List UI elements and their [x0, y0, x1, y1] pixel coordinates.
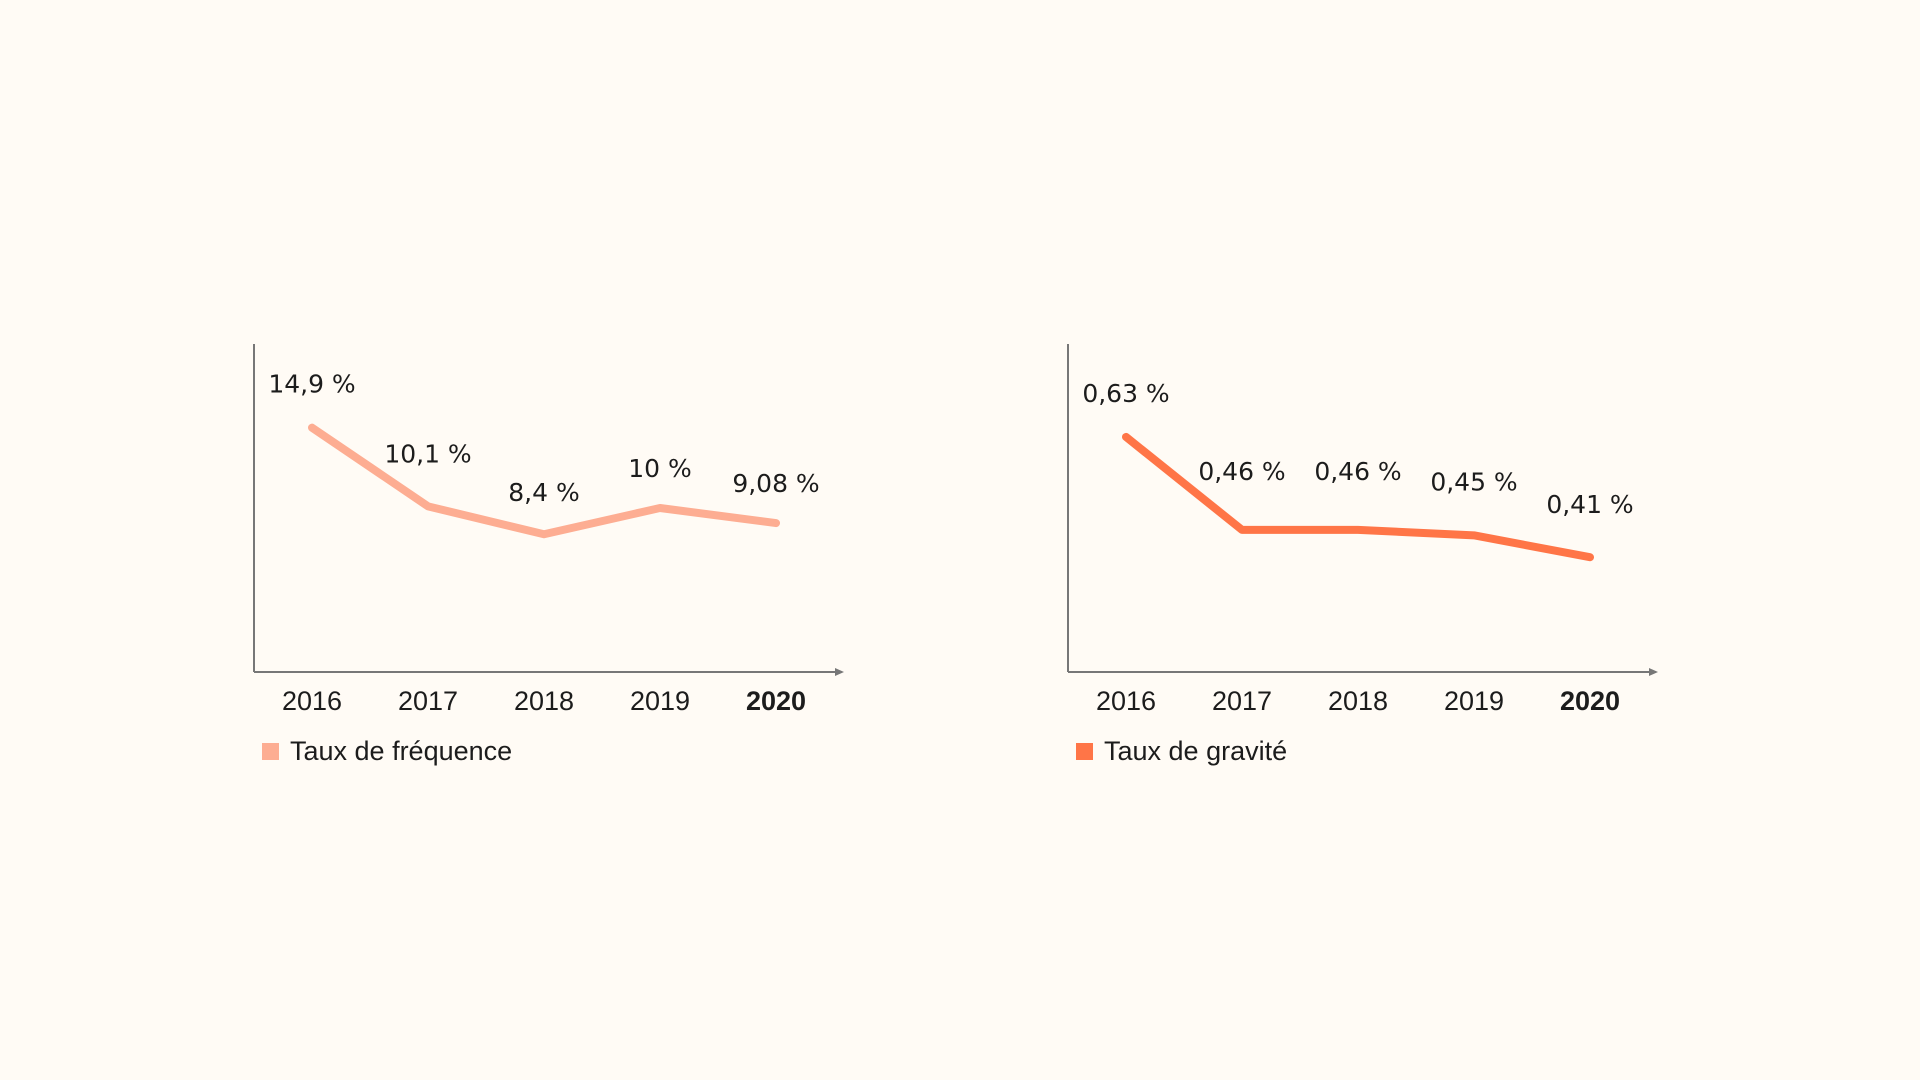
x-tick-label: 2016 — [1096, 686, 1156, 716]
legend-swatch — [262, 743, 279, 760]
x-tick-label: 2017 — [398, 686, 458, 716]
series-line — [1122, 432, 1594, 562]
data-label: 14,9 % — [268, 370, 355, 399]
x-tick-label: 2019 — [1444, 686, 1504, 716]
data-label: 0,41 % — [1546, 490, 1633, 519]
legend-label: Taux de fréquence — [290, 736, 512, 766]
x-axis-arrow-icon — [1649, 668, 1658, 676]
data-label: 10,1 % — [384, 439, 471, 468]
series-line — [308, 423, 780, 539]
data-label: 8,4 % — [508, 478, 579, 507]
data-label: 10 % — [628, 454, 692, 483]
data-label: 0,45 % — [1430, 467, 1517, 496]
chart-2: 0,63 % 0,46 % 0,46 % 0,45 % 0,41 % Taux de gr… — [1067, 344, 1658, 766]
data-label: 0,63 % — [1082, 379, 1169, 408]
x-tick-label: 2018 — [1328, 686, 1388, 716]
data-label: 9,08 % — [732, 469, 819, 498]
x-axis-arrow-icon — [835, 668, 844, 676]
x-tick-label: 2020 — [746, 686, 806, 716]
x-tick-label: 2019 — [630, 686, 690, 716]
legend-swatch — [1076, 743, 1093, 760]
x-tick-label: 2017 — [1212, 686, 1272, 716]
x-tick-label: 2018 — [514, 686, 574, 716]
x-tick-label: 2016 — [282, 686, 342, 716]
x-tick-label: 2020 — [1560, 686, 1620, 716]
data-label: 0,46 % — [1314, 457, 1401, 486]
legend-label: Taux de gravité — [1104, 736, 1287, 766]
chart-1: 14,9 % 10,1 % 8,4 % 10 % 9,08 % Taux de fréqu… — [253, 344, 844, 766]
data-label: 0,46 % — [1198, 457, 1285, 486]
